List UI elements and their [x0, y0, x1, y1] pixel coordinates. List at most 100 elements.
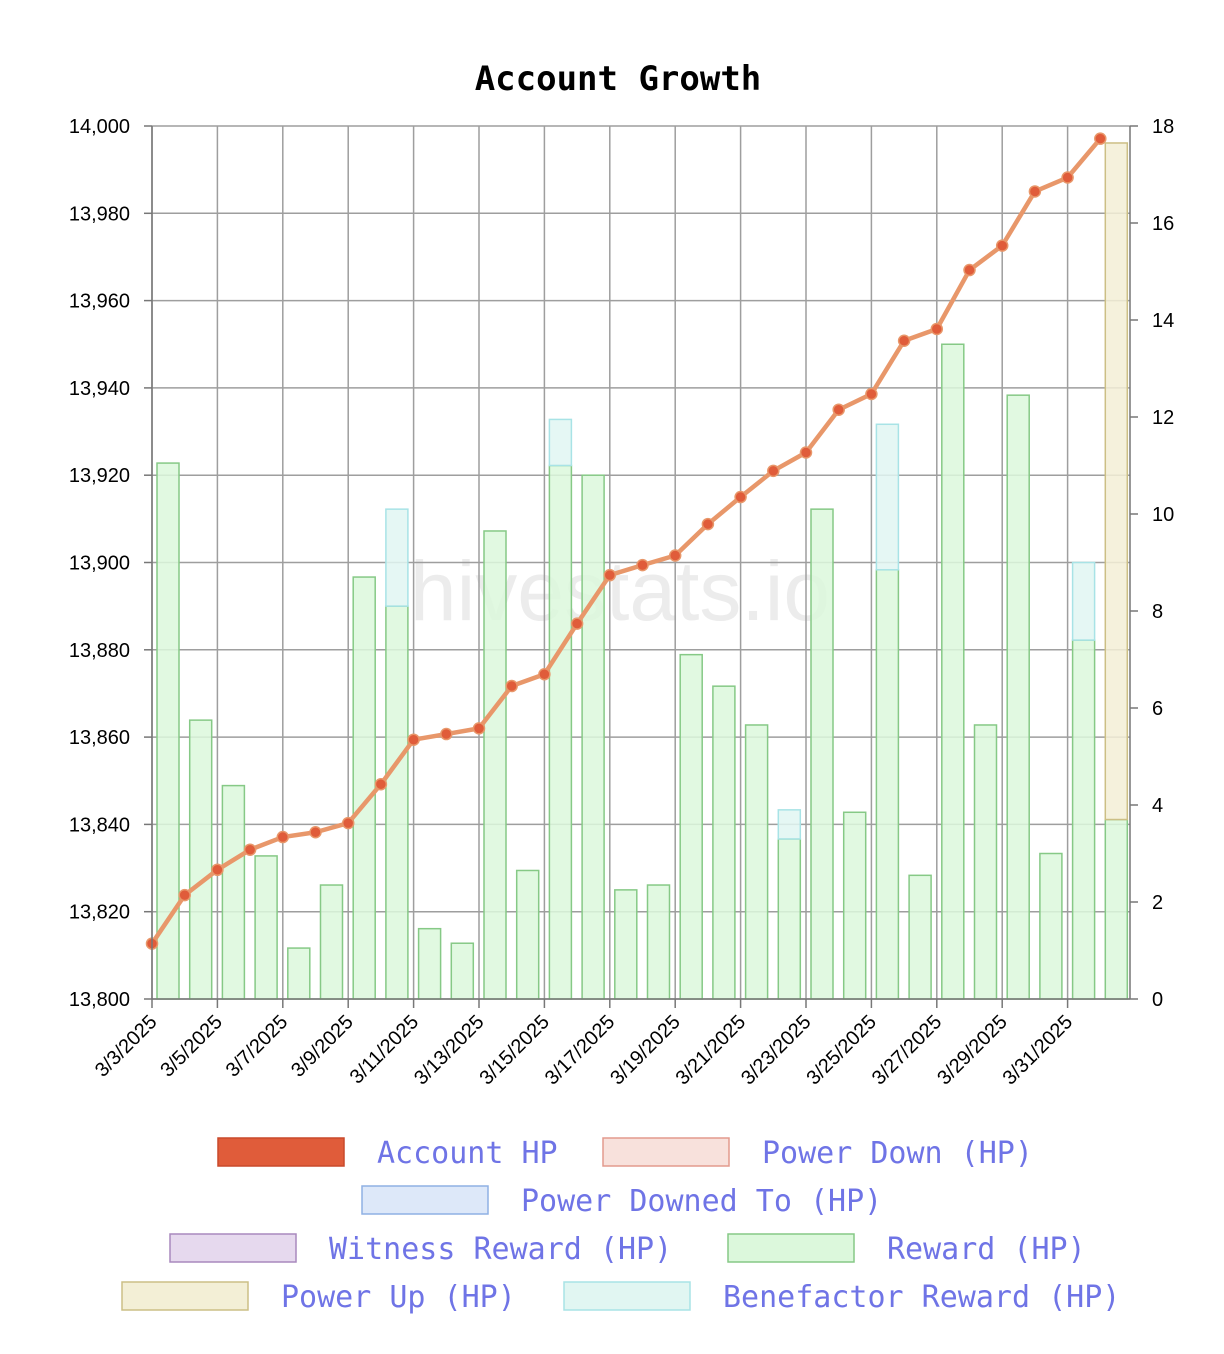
account-hp-point	[1061, 171, 1074, 184]
account-hp-point	[1028, 185, 1042, 198]
bar-reward-hp	[679, 653, 703, 1000]
bar-benefactor-reward-hp	[777, 809, 802, 840]
y-left-tick-label: 13,820	[69, 902, 130, 924]
bar-reward-hp	[450, 942, 475, 1000]
y-left-tick-label: 13,920	[69, 465, 130, 487]
y-left-tick-label: 13,960	[69, 291, 130, 313]
legend: Account HP Power Down (HP) Power Downed To…	[121, 1136, 1120, 1315]
legend-label: Power Downed To (HP)	[521, 1184, 882, 1219]
legend-label: Reward (HP)	[887, 1232, 1086, 1267]
account-hp-point	[374, 777, 388, 791]
account-hp-point	[963, 263, 976, 277]
bar-reward-hp	[221, 784, 246, 1000]
bar-benefactor-reward-hp	[1071, 561, 1096, 641]
y-left-tick-label: 13,860	[69, 727, 130, 749]
y-left-tick-label: 13,940	[69, 378, 130, 400]
legend-swatch	[602, 1137, 730, 1167]
bar-reward-hp	[941, 343, 965, 1000]
bar-reward-hp	[515, 869, 540, 1000]
legend-label: Witness Reward (HP)	[329, 1232, 672, 1267]
x-tick-label: 3/23/2025	[737, 1011, 815, 1089]
x-tick-label: 3/29/2025	[933, 1011, 1011, 1089]
bar-reward-hp	[973, 724, 998, 1000]
x-tick-label: 3/21/2025	[672, 1011, 750, 1089]
account-hp-point	[472, 722, 486, 735]
bar-reward-hp	[1104, 818, 1129, 1000]
account-hp-point	[603, 568, 617, 582]
x-tick-label: 3/3/2025	[91, 1011, 162, 1082]
account-hp-point	[538, 667, 551, 681]
bar-series	[156, 142, 1129, 1000]
legend-swatch	[217, 1137, 345, 1167]
legend-swatch	[169, 1233, 297, 1263]
legend-swatch	[563, 1281, 691, 1311]
legend-swatch	[361, 1185, 489, 1215]
account-hp-point	[570, 617, 584, 630]
account-hp-point	[636, 558, 649, 572]
account-hp-point	[211, 863, 224, 877]
bar-reward-hp	[842, 811, 867, 1000]
y-left-tick-label: 13,800	[69, 989, 130, 1011]
account-hp-point	[178, 888, 191, 902]
bar-reward-hp	[908, 874, 932, 1000]
x-tick-label: 3/11/2025	[346, 1011, 423, 1088]
bar-reward-hp	[385, 605, 409, 1000]
account-hp-point	[668, 549, 682, 562]
account-hp-point	[309, 826, 322, 839]
legend-label: Power Down (HP)	[762, 1136, 1033, 1171]
bar-reward-hp	[712, 685, 736, 1000]
account-hp-point	[701, 517, 715, 531]
bar-reward-hp	[810, 508, 834, 1000]
bar-reward-hp	[188, 719, 213, 1000]
y-right-tick-label: 0	[1152, 989, 1163, 1011]
y-right-tick-label: 18	[1152, 116, 1174, 138]
bar-reward-hp	[1071, 639, 1096, 1000]
bar-reward-hp	[352, 576, 376, 1000]
y-right-tick-label: 6	[1152, 698, 1163, 720]
account-hp-point	[897, 334, 911, 348]
x-tick-label: 3/5/2025	[156, 1011, 227, 1082]
legend-swatch	[121, 1281, 249, 1311]
account-hp-point	[930, 322, 944, 336]
y-left-tick-label: 13,840	[69, 814, 130, 836]
y-left-tick-label: 14,000	[69, 116, 130, 138]
x-tick-label: 3/15/2025	[475, 1011, 553, 1089]
account-hp-point	[243, 843, 257, 856]
account-hp-point	[440, 727, 453, 741]
x-tick-label: 3/19/2025	[606, 1011, 684, 1089]
bar-reward-hp	[875, 569, 900, 1000]
bar-reward-hp	[777, 838, 802, 1000]
legend-swatch	[727, 1233, 855, 1263]
bar-reward-hp	[548, 464, 573, 1000]
bar-benefactor-reward-hp	[385, 508, 409, 607]
y-right-tick-label: 12	[1152, 407, 1174, 429]
bar-reward-hp	[287, 947, 311, 1000]
x-tick-label: 3/31/2025	[999, 1011, 1077, 1089]
x-tick-label: 3/7/2025	[222, 1011, 293, 1082]
account-hp-point	[799, 446, 813, 459]
bar-power-up-hp	[1104, 142, 1129, 821]
x-tick-label: 3/27/2025	[868, 1011, 946, 1089]
y-right-tick-label: 8	[1152, 601, 1163, 623]
account-hp-point	[1094, 132, 1107, 145]
bar-reward-hp	[1006, 394, 1030, 1000]
y-right-tick-label: 2	[1152, 892, 1163, 914]
bar-reward-hp	[614, 889, 638, 1000]
bar-reward-hp	[254, 855, 278, 1000]
y-left-tick-label: 13,980	[69, 203, 130, 225]
bar-reward-hp	[581, 474, 605, 1000]
bar-reward-hp	[483, 530, 507, 1000]
bar-reward-hp	[1039, 852, 1063, 1000]
x-tick-label: 3/25/2025	[802, 1011, 880, 1089]
y-right-tick-label: 14	[1152, 310, 1174, 332]
account-hp-point	[832, 403, 845, 416]
account-hp-point	[734, 490, 747, 504]
account-hp-point	[865, 387, 878, 401]
y-left-tick-label: 13,900	[69, 553, 130, 575]
chart-title: Account Growth	[475, 59, 762, 99]
y-right-tick-label: 16	[1152, 213, 1174, 235]
account-hp-point	[407, 733, 420, 746]
bar-benefactor-reward-hp	[875, 423, 900, 571]
bar-reward-hp	[646, 884, 671, 1000]
